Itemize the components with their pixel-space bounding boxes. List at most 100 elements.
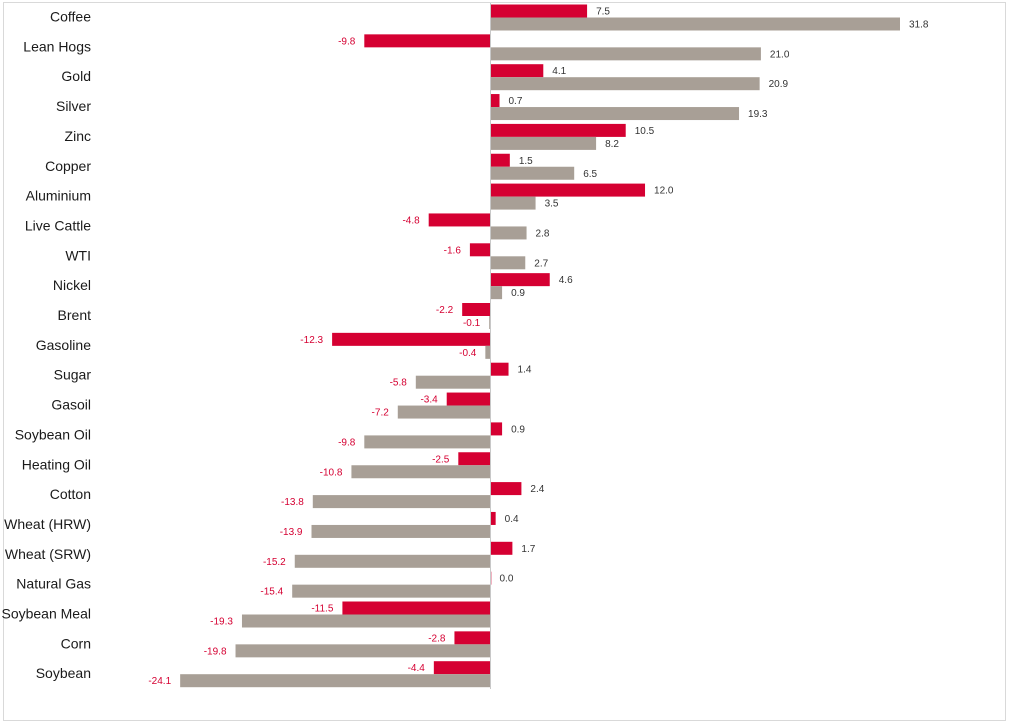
data-label-series1-aluminium: 12.0	[654, 186, 674, 197]
bar-series2-zinc	[490, 136, 597, 150]
data-label-series2-cotton: -13.8	[281, 497, 304, 508]
bar-series1-soybean-oil	[490, 422, 503, 436]
bar-series2-natural-gas	[292, 584, 491, 598]
data-label-series2-copper: 6.5	[583, 169, 597, 180]
bar-series2-cotton	[312, 495, 491, 509]
data-label-series1-live-cattle: -4.8	[402, 215, 420, 226]
data-label-series1-copper: 1.5	[519, 156, 533, 167]
bar-series2-silver	[490, 107, 740, 121]
bar-series2-copper	[490, 166, 575, 180]
data-label-series1-coffee: 7.5	[596, 7, 610, 18]
bar-series1-corn	[454, 631, 491, 645]
data-label-series2-sugar: -5.8	[390, 378, 408, 389]
data-label-series1-brent: -2.2	[436, 305, 454, 316]
data-label-series1-nickel: 4.6	[559, 275, 573, 286]
bar-series1-wheat-srw	[490, 541, 513, 555]
data-label-series1-gasoil: -3.4	[420, 395, 438, 406]
data-label-series2-brent: -0.1	[463, 318, 481, 329]
data-label-series1-natural-gas: 0.0	[500, 574, 514, 585]
data-label-series1-zinc: 10.5	[635, 126, 655, 137]
bar-series2-sugar	[415, 375, 491, 389]
bar-series2-soybean-meal	[241, 614, 491, 628]
category-label-soybean: Soybean	[36, 665, 91, 681]
data-label-series2-soybean: -24.1	[148, 676, 171, 687]
data-label-series2-nickel: 0.9	[511, 288, 525, 299]
category-label-nickel: Nickel	[53, 277, 91, 293]
data-label-series2-live-cattle: 2.8	[536, 228, 550, 239]
data-label-series2-corn: -19.8	[204, 646, 227, 657]
data-label-series1-wheat-hrw: 0.4	[505, 514, 519, 525]
bar-series1-silver	[490, 94, 500, 108]
data-label-series1-lean-hogs: -9.8	[338, 36, 356, 47]
chart-frame	[3, 2, 1006, 721]
data-label-series2-soybean-meal: -19.3	[210, 617, 233, 628]
bar-series2-nickel	[490, 286, 503, 300]
data-label-series2-gasoline: -0.4	[459, 348, 477, 359]
data-label-series2-gasoil: -7.2	[372, 408, 390, 419]
data-label-series1-cotton: 2.4	[530, 484, 544, 495]
category-label-lean-hogs: Lean Hogs	[23, 38, 91, 54]
data-label-series1-silver: 0.7	[509, 96, 523, 107]
data-label-series2-coffee: 31.8	[909, 20, 929, 31]
bar-series1-cotton	[490, 482, 522, 496]
data-label-series2-natural-gas: -15.4	[260, 587, 283, 598]
bar-series2-heating-oil	[351, 465, 491, 479]
bar-series2-coffee	[490, 17, 900, 31]
bar-series1-zinc	[490, 123, 626, 137]
data-label-series2-gold: 20.9	[769, 79, 789, 90]
data-label-series1-corn: -2.8	[428, 633, 446, 644]
category-label-wti: WTI	[65, 247, 91, 263]
data-label-series1-gasoline: -12.3	[300, 335, 323, 346]
data-label-series2-soybean-oil: -9.8	[338, 437, 356, 448]
data-label-series1-wti: -1.6	[444, 245, 462, 256]
bar-series2-gold	[490, 77, 760, 91]
category-label-gasoil: Gasoil	[51, 397, 91, 413]
category-label-soybean-meal: Soybean Meal	[1, 606, 91, 622]
bar-series1-aluminium	[490, 183, 646, 197]
bar-series2-wheat-srw	[294, 554, 491, 568]
data-label-series2-wheat-srw: -15.2	[263, 557, 286, 568]
data-label-series1-heating-oil: -2.5	[432, 454, 450, 465]
data-label-series1-wheat-srw: 1.7	[521, 544, 535, 555]
bar-series1-gasoil	[446, 392, 491, 406]
bar-series1-brent	[462, 303, 491, 316]
data-label-series2-zinc: 8.2	[605, 139, 619, 150]
bar-series2-wheat-hrw	[311, 524, 491, 538]
data-label-series2-aluminium: 3.5	[545, 199, 559, 210]
labels-layer: Coffee 7.5 31.8 Lean Hogs -9.8 21.0 Gold 4.1 20.…	[1, 7, 928, 688]
data-label-series1-gold: 4.1	[552, 66, 566, 77]
category-label-cotton: Cotton	[50, 486, 91, 502]
data-label-series2-wti: 2.7	[534, 258, 548, 269]
bar-series2-soybean-oil	[364, 435, 491, 449]
bar-series1-wheat-hrw	[490, 511, 496, 525]
bar-series2-gasoil	[397, 405, 491, 419]
data-label-series2-heating-oil: -10.8	[320, 467, 343, 478]
category-label-corn: Corn	[61, 635, 91, 651]
data-label-series1-sugar: 1.4	[518, 365, 532, 376]
bar-series1-live-cattle	[428, 213, 491, 227]
data-label-series2-wheat-hrw: -13.9	[280, 527, 303, 538]
bar-series1-lean-hogs	[364, 34, 491, 48]
category-label-brent: Brent	[58, 307, 92, 323]
bar-series1-copper	[490, 153, 510, 167]
bar-series2-corn	[235, 644, 491, 658]
bar-series1-gasoline	[332, 332, 491, 346]
category-label-live-cattle: Live Cattle	[25, 217, 91, 233]
bar-series1-coffee	[490, 4, 588, 18]
bar-series1-soybean	[433, 661, 491, 675]
bar-series2-lean-hogs	[490, 47, 761, 61]
category-label-sugar: Sugar	[54, 367, 92, 383]
category-label-wheat-srw: Wheat (SRW)	[5, 546, 91, 562]
category-label-zinc: Zinc	[65, 128, 91, 144]
category-label-natural-gas: Natural Gas	[16, 576, 91, 592]
bar-series1-gold	[490, 64, 544, 78]
category-label-soybean-oil: Soybean Oil	[15, 426, 91, 442]
data-label-series2-lean-hogs: 21.0	[770, 49, 790, 60]
bar-series2-gasoline	[485, 345, 491, 359]
data-label-series1-soybean-oil: 0.9	[511, 424, 525, 435]
bar-series1-soybean-meal	[342, 601, 491, 615]
category-label-gold: Gold	[61, 68, 91, 84]
bar-series1-sugar	[490, 362, 509, 376]
category-label-wheat-hrw: Wheat (HRW)	[4, 516, 91, 532]
category-label-copper: Copper	[45, 158, 91, 174]
